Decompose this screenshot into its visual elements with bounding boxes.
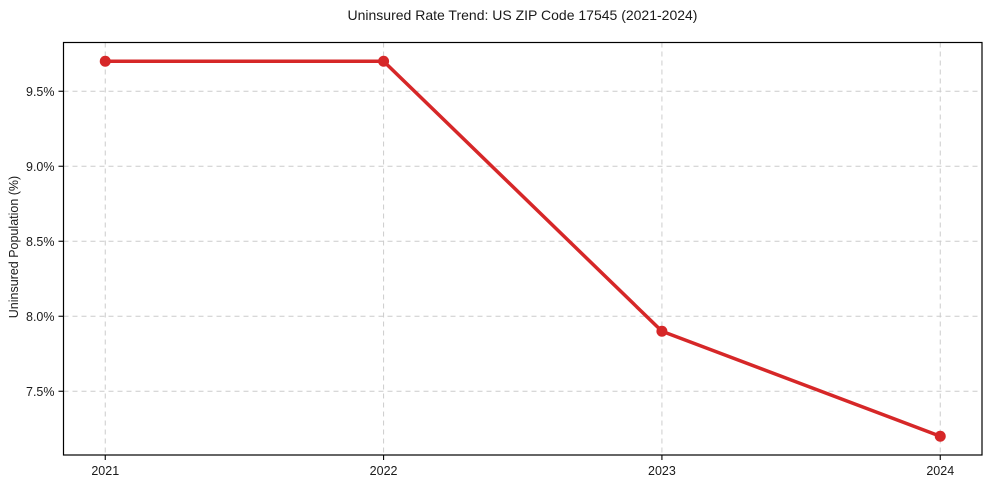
data-point-marker [378,55,390,67]
chart-title: Uninsured Rate Trend: US ZIP Code 17545 … [347,7,698,23]
x-tick-label: 2022 [370,464,398,478]
y-tick-label: 9.5% [26,85,55,99]
data-point-marker [99,55,111,67]
x-tick-label: 2023 [648,464,676,478]
x-tick-label: 2024 [926,464,954,478]
data-point-marker [656,325,668,337]
y-tick-label: 7.5% [26,385,55,399]
y-tick-label: 8.0% [26,310,55,324]
y-tick-label: 9.0% [26,160,55,174]
data-point-marker [934,430,946,442]
y-tick-label: 8.5% [26,235,55,249]
series-line [103,59,942,438]
plot-frame [62,41,983,456]
x-tick-label: 2021 [91,464,119,478]
y-axis-label: Uninsured Population (%) [7,175,21,319]
